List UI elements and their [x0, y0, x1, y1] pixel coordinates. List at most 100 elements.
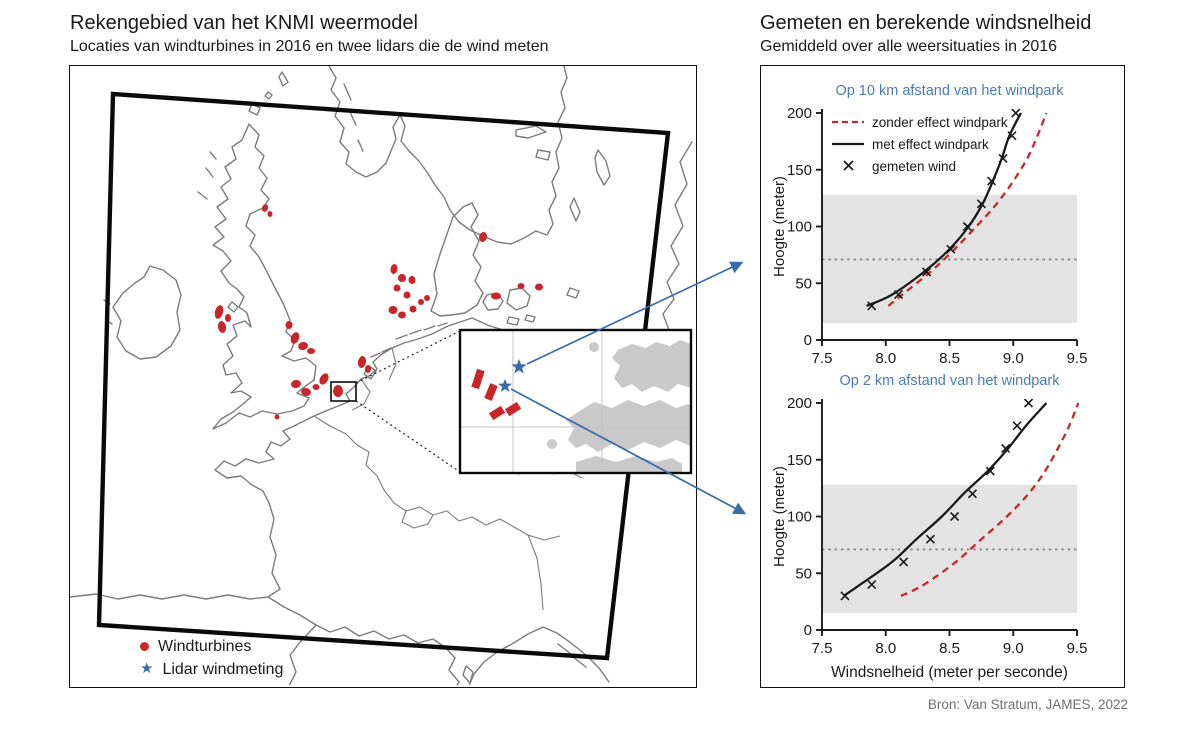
chart-legend: zonder effect windpark met effect windpar…: [832, 115, 1008, 174]
y-tick-label: 100: [787, 219, 812, 236]
y-tick-label: 0: [804, 332, 812, 349]
turbine-cluster: [398, 274, 406, 282]
x-tick-label: 9.0: [1003, 640, 1024, 657]
series-zonder-effect: [887, 112, 1048, 307]
lidar-star-icon: [498, 378, 512, 392]
x-tick-label: 8.5: [939, 640, 960, 657]
turbine-cluster: [267, 211, 273, 217]
series-met-effect: [843, 402, 1048, 597]
x-tick-label: 8.0: [875, 350, 896, 367]
lidar-star-icon: ★: [140, 660, 154, 677]
x-tick-label: 9.5: [1067, 350, 1088, 367]
axes: [816, 109, 1078, 346]
inset-land: [566, 340, 690, 472]
turbine-cluster: [290, 332, 300, 344]
y-axis-label: Hoogte (meter): [771, 176, 788, 277]
legend-lidar-label: Lidar windmeting: [162, 660, 284, 678]
turbine-cluster: [357, 356, 367, 368]
axes: [816, 399, 1078, 636]
y-tick-label: 200: [787, 105, 812, 122]
y-axis-label: Hoogte (meter): [771, 466, 788, 567]
y-tick-label: 200: [787, 395, 812, 412]
x-tick-label: 9.0: [1003, 350, 1024, 367]
turbine-cluster: [312, 384, 320, 390]
map-panel: [69, 65, 697, 688]
inset-wind-parks: [471, 368, 522, 421]
legend-row-lidar: ★ Lidar windmeting: [140, 659, 283, 680]
series-met-effect: [866, 112, 1022, 307]
series-gemeten-wind: [867, 109, 1021, 311]
model-domain-outline: [96, 91, 671, 661]
y-tick-label: 50: [795, 565, 812, 582]
turbine-cluster: [298, 341, 308, 351]
inset-gridlines: [461, 331, 690, 472]
turbine-cluster: [535, 283, 543, 291]
chart-2km: Op 2 km afstand van het windpark 0 50 100 15…: [771, 373, 1088, 681]
turbine-cluster: [408, 276, 416, 284]
turbine-cluster: [478, 232, 488, 242]
turbine-cluster: [390, 264, 398, 274]
series-gemeten-wind: [840, 399, 1034, 601]
arrow-to-10km-chart: [526, 261, 744, 365]
turbine-cluster: [333, 385, 343, 397]
turbine-clusters: [214, 204, 543, 420]
y-tick-label: 150: [787, 452, 812, 469]
right-panel-subtitle: Gemiddeld over alle weersituaties in 201…: [760, 38, 1058, 55]
turbine-cluster: [261, 204, 269, 212]
plot-area: [866, 109, 1048, 311]
turbine-cluster: [409, 305, 417, 313]
series-zonder-effect: [900, 402, 1080, 597]
plot-area: [840, 399, 1080, 601]
left-panel-subtitle: Locaties van windturbines in 2016 en twe…: [70, 38, 549, 55]
turbine-cluster: [274, 414, 280, 420]
x-tick-label: 7.5: [812, 350, 833, 367]
turbine-cluster: [388, 306, 398, 314]
legend-label: met effect windpark: [872, 137, 989, 152]
arrow-to-2km-chart: [510, 388, 747, 515]
zoom-connector-dotted-line: [355, 330, 461, 384]
chart-title: Op 2 km afstand van het windpark: [839, 373, 1060, 389]
source-citation: Bron: Van Stratum, JAMES, 2022: [927, 697, 1128, 712]
lidar-star-icon: [511, 359, 527, 374]
x-tick-label: 8.5: [939, 350, 960, 367]
turbine-cluster: [319, 373, 329, 385]
legend-label: gemeten wind: [872, 159, 956, 174]
map-legend: Windturbines ★ Lidar windmeting: [140, 636, 283, 680]
legend-label: zonder effect windpark: [872, 115, 1008, 130]
x-axis-label: Windsnelheid (meter per seconde): [831, 664, 1068, 681]
turbine-cluster: [398, 311, 406, 319]
turbine-cluster: [214, 305, 224, 319]
turbine-cluster: [365, 365, 371, 373]
y-tick-label: 0: [804, 622, 812, 639]
chart-10km: Op 10 km afstand van het windpark 0 50 100 1…: [771, 83, 1088, 367]
right-panel-title: Gemeten en berekende windsnelheid: [760, 12, 1092, 34]
turbine-cluster: [424, 295, 430, 301]
turbine-cluster: [491, 292, 501, 300]
y-tick-label: 150: [787, 162, 812, 179]
zoom-connector-dotted-line: [355, 400, 461, 473]
legend-windturbines-label: Windturbines: [158, 637, 252, 655]
windturbine-dot-icon: [140, 642, 149, 651]
chart-title: Op 10 km afstand van het windpark: [835, 83, 1064, 99]
turbine-cluster: [393, 284, 401, 292]
x-tick-label: 9.5: [1067, 640, 1088, 657]
legend-row-windturbines: Windturbines: [140, 636, 283, 657]
zoom-inset: [458, 328, 693, 475]
x-tick-label: 7.5: [812, 640, 833, 657]
turbine-cluster: [285, 321, 293, 329]
turbine-cluster: [291, 379, 301, 389]
turbine-cluster: [217, 321, 227, 333]
turbine-cluster: [403, 291, 411, 299]
turbine-cluster: [301, 387, 311, 397]
zoom-source-box: [330, 381, 357, 402]
y-tick-label: 100: [787, 509, 812, 526]
y-tick-label: 50: [795, 275, 812, 292]
turbine-cluster: [307, 348, 315, 354]
turbine-cluster: [225, 314, 231, 322]
turbine-cluster: [517, 283, 525, 289]
left-panel-title: Rekengebied van het KNMI weermodel: [70, 12, 418, 34]
turbine-cluster: [418, 299, 424, 305]
x-tick-label: 8.0: [875, 640, 896, 657]
